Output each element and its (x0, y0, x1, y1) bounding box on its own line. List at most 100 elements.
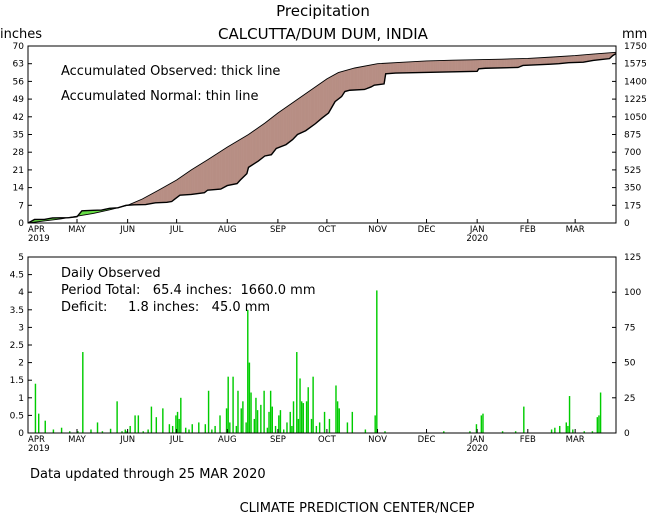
deficit-fill-slice (517, 58, 519, 68)
deficit-fill-slice (424, 61, 426, 73)
deficit-fill-slice (158, 189, 160, 203)
surplus-fill-slice (53, 217, 55, 220)
deficit-fill-slice (242, 137, 244, 178)
surplus-fill-slice (90, 210, 92, 214)
deficit-fill-slice (353, 68, 355, 91)
deficit-fill-slice (208, 159, 210, 191)
deficit-fill-slice (218, 152, 220, 190)
surplus-fill-slice (97, 210, 99, 213)
deficit-fill-slice (554, 56, 556, 64)
deficit-fill-slice (545, 57, 547, 65)
left-tick-label: 3 (18, 323, 24, 333)
deficit-fill-slice (269, 119, 271, 155)
daily-bar (279, 410, 282, 433)
deficit-fill-slice (513, 58, 516, 68)
deficit-fill-slice (148, 195, 150, 205)
deficit-fill-slice (449, 60, 451, 72)
deficit-fill-slice (167, 184, 169, 203)
deficit-fill-slice (353, 68, 355, 91)
surplus-fill-slice (47, 218, 49, 221)
month-label: APR (28, 225, 45, 235)
deficit-fill-slice (445, 60, 447, 72)
deficit-fill-slice (184, 174, 186, 195)
deficit-fill-slice (360, 66, 362, 90)
surplus-fill-slice (100, 210, 102, 212)
deficit-fill-slice (439, 60, 441, 73)
chart-subtitle: CALCUTTA/DUM DUM, INDIA (218, 25, 429, 43)
deficit-fill-slice (213, 155, 215, 190)
deficit-fill-slice (376, 63, 378, 85)
deficit-fill-slice (162, 187, 164, 203)
left-tick-label: 2.5 (10, 341, 24, 351)
surplus-fill-slice (32, 220, 35, 223)
bottom-axis-ticks: 00.511.522.533.544.550255075100125APR201… (10, 253, 642, 454)
deficit-fill-slice (244, 136, 246, 176)
daily-bar (82, 352, 84, 433)
surplus-fill-slice (93, 210, 95, 214)
deficit-fill-slice (375, 64, 377, 86)
deficit-fill-slice (216, 153, 218, 190)
deficit-fill-slice (362, 66, 364, 90)
deficit-fill-slice (609, 52, 611, 59)
daily-bar (171, 425, 174, 433)
deficit-fill-slice (583, 54, 585, 63)
daily-bar (583, 431, 585, 433)
daily-bar (274, 425, 277, 433)
deficit-fill-slice (335, 74, 337, 102)
deficit-fill-slice (388, 63, 391, 74)
deficit-fill-slice (200, 164, 202, 194)
deficit-fill-slice (580, 55, 582, 63)
deficit-fill-slice (145, 196, 147, 205)
deficit-fill-slice (289, 104, 291, 142)
deficit-fill-slice (479, 59, 481, 69)
data-updated: Data updated through 25 MAR 2020 (30, 467, 266, 482)
daily-bar (475, 424, 478, 433)
deficit-fill-slice (463, 59, 465, 72)
deficit-fill-slice (286, 106, 288, 144)
deficit-fill-slice (161, 188, 163, 203)
deficit-fill-slice (285, 107, 287, 145)
daily-bar (305, 401, 308, 433)
deficit-fill-slice (446, 60, 449, 72)
deficit-fill-slice (288, 105, 290, 143)
deficit-fill-slice (482, 59, 484, 69)
deficit-fill-slice (543, 57, 545, 65)
deficit-fill-slice (467, 59, 469, 72)
deficit-fill-slice (573, 55, 575, 63)
deficit-fill-slice (587, 54, 589, 62)
deficit-fill-slice (214, 155, 216, 190)
daily-bar (260, 404, 262, 433)
daily-bar (376, 290, 378, 433)
surplus-fill-slice (83, 210, 85, 215)
month-label: AUG (218, 435, 237, 445)
deficit-fill-slice (240, 139, 242, 180)
deficit-fill-slice (441, 60, 443, 73)
deficit-fill-slice (196, 166, 198, 194)
deficit-fill-slice (282, 109, 284, 146)
daily-observed-label: Daily Observed (61, 266, 161, 281)
deficit-fill-slice (549, 57, 551, 65)
deficit-fill-slice (531, 58, 533, 66)
deficit-fill-slice (549, 57, 551, 65)
deficit-fill-slice (318, 84, 320, 121)
daily-bar (256, 410, 259, 433)
deficit-fill-slice (577, 55, 579, 63)
deficit-fill-slice (527, 58, 529, 66)
deficit-fill-slice (344, 70, 346, 92)
month-label: MAR (566, 225, 585, 235)
deficit-fill-slice (484, 59, 486, 69)
daily-bar (204, 424, 207, 433)
deficit-fill-slice (341, 71, 343, 96)
deficit-fill-slice (205, 161, 207, 192)
deficit-fill-slice (390, 62, 392, 74)
deficit-fill-slice (383, 63, 385, 84)
deficit-fill-slice (204, 161, 206, 193)
deficit-fill-slice (522, 58, 524, 66)
deficit-fill-slice (339, 71, 342, 98)
year-label: 2019 (28, 234, 50, 244)
deficit-fill-slice (235, 142, 237, 184)
deficit-fill-slice (418, 61, 420, 73)
deficit-fill-slice (563, 56, 565, 64)
deficit-fill-slice (401, 62, 403, 73)
deficit-fill-slice (483, 59, 485, 69)
